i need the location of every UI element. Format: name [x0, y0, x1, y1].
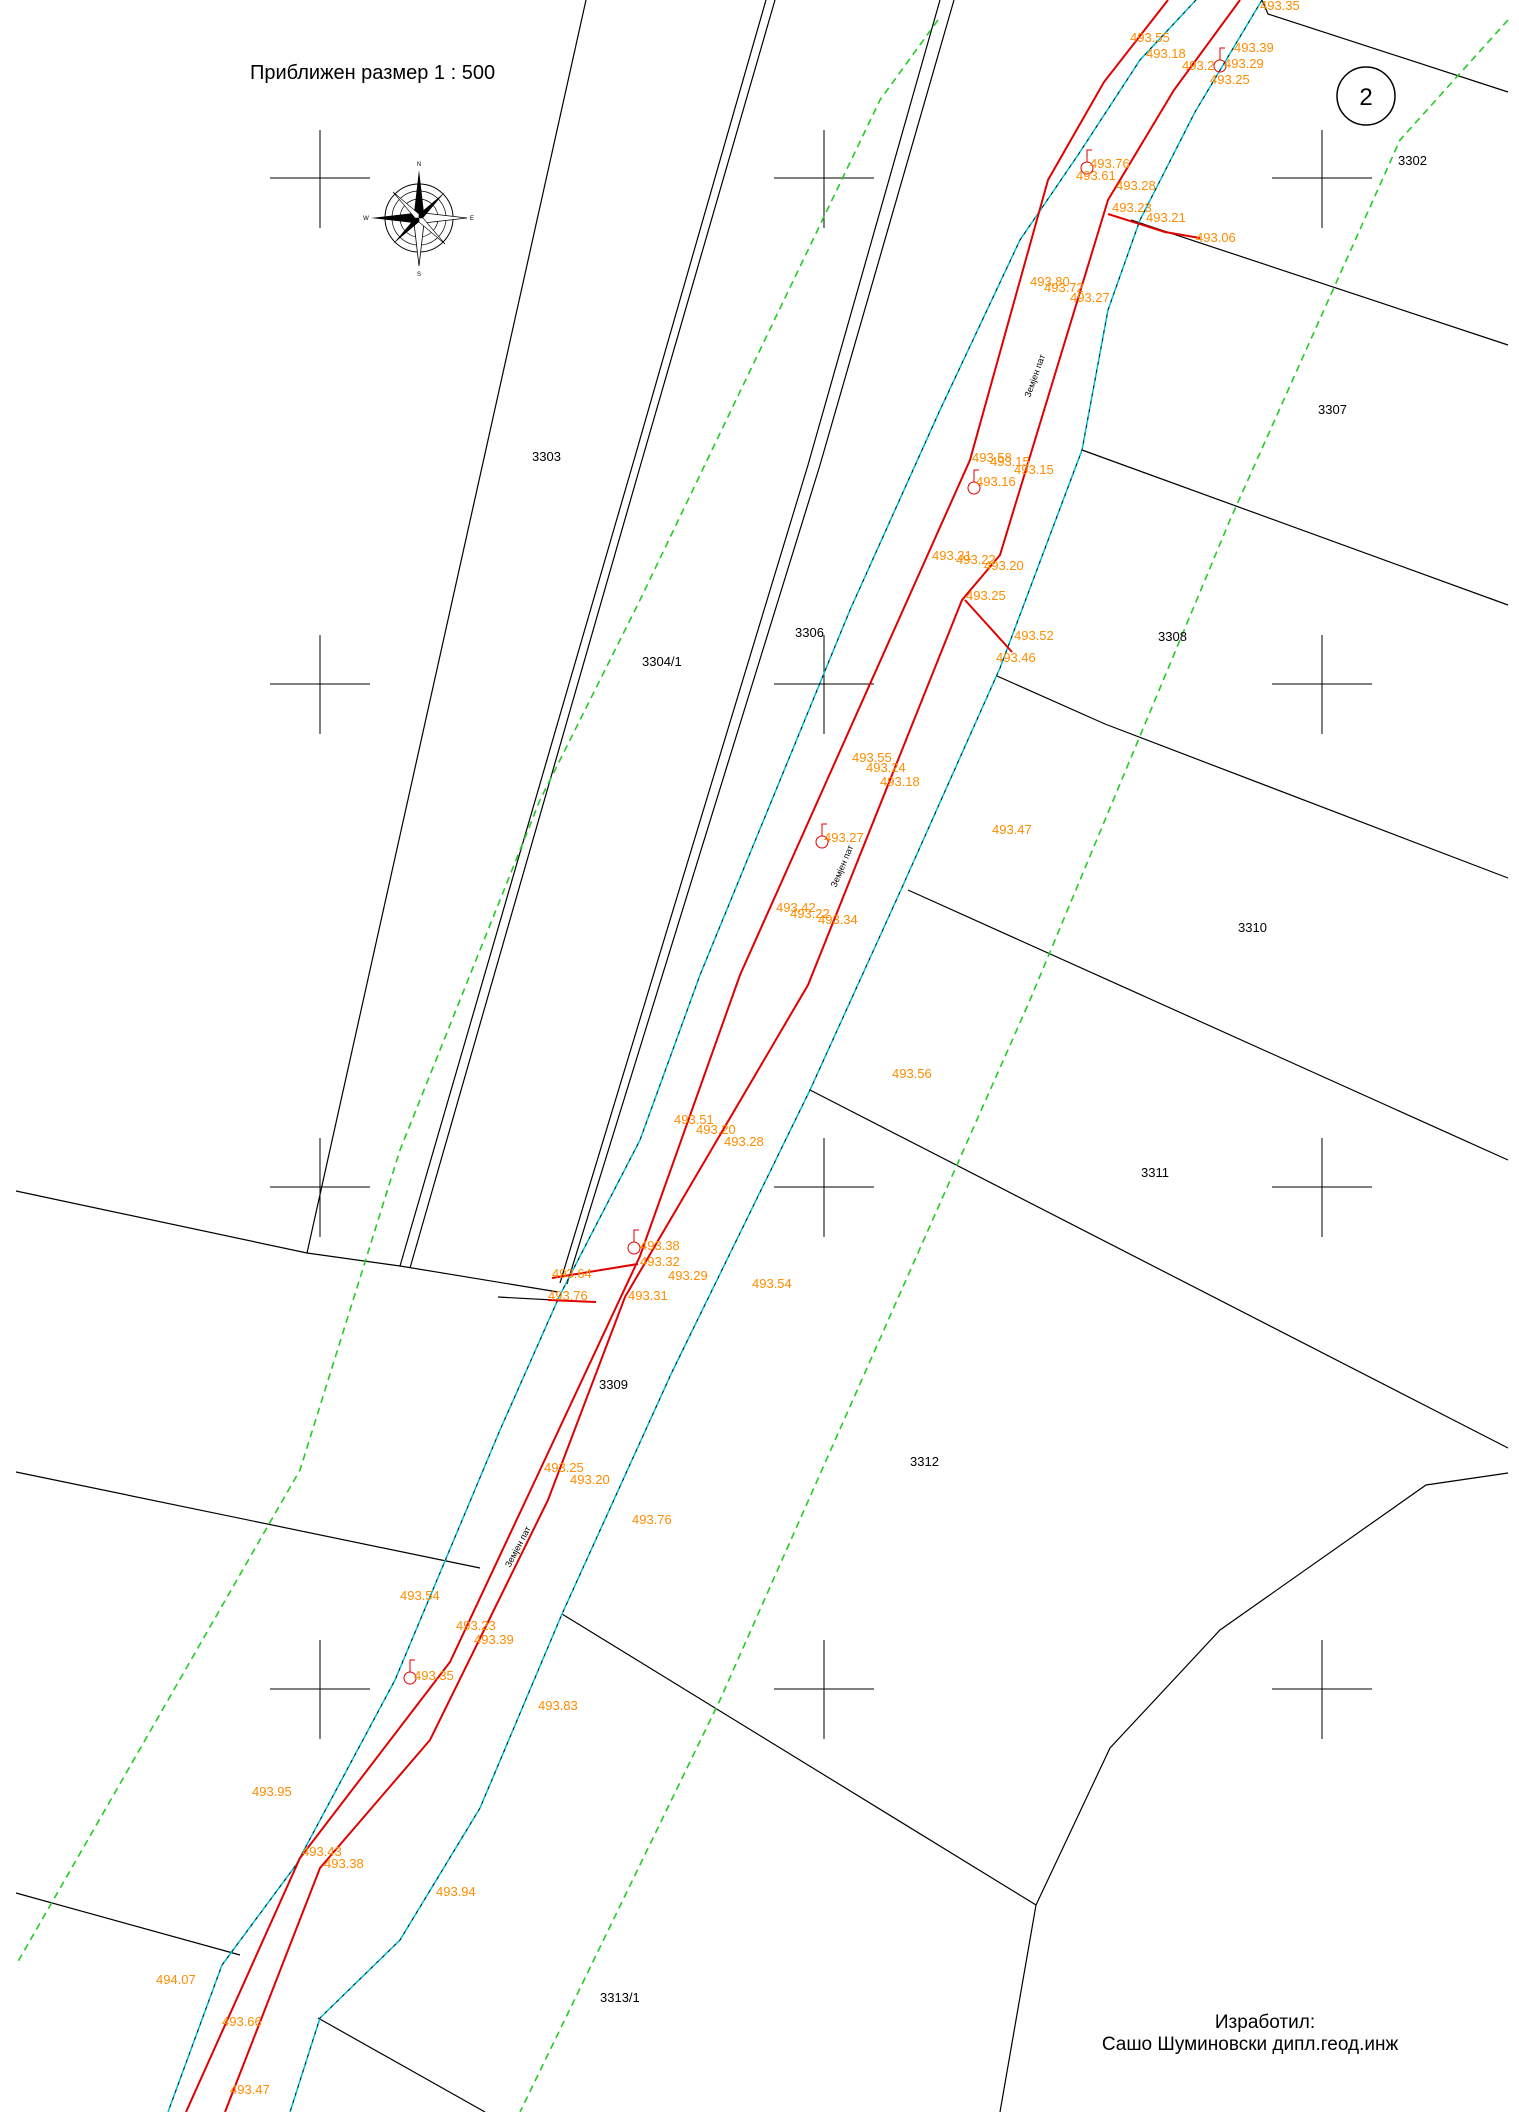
elevation-label: 493.95: [252, 1784, 292, 1799]
elevation-label: 493.66: [222, 2014, 262, 2029]
elevation-label: 493.20: [984, 558, 1024, 573]
parcel-number: 3306: [795, 625, 824, 640]
elevation-label: 493.20: [570, 1472, 610, 1487]
elevation-label: 493.35: [414, 1668, 454, 1683]
parcel-number: 3311: [1141, 1165, 1169, 1180]
elevation-label: 493.35: [1260, 0, 1300, 13]
made-by-label: Изработил:: [1215, 2012, 1315, 2033]
elevation-label: 493.43: [302, 1844, 342, 1859]
elevation-label: 493.80: [1030, 274, 1070, 289]
elevation-label: 493.31: [628, 1288, 668, 1303]
elevation-label: 493.25: [1210, 72, 1250, 87]
elevation-label: 493.27: [824, 830, 864, 845]
elevation-label: 493.28: [1116, 178, 1156, 193]
elevation-label: 493.18: [1146, 46, 1186, 61]
elevation-label: 493.83: [538, 1698, 578, 1713]
elevation-label: 493.22: [790, 906, 830, 921]
elevation-label: 493.58: [972, 450, 1012, 465]
sheet-number-badge: 2: [1336, 66, 1396, 126]
elevation-label: 493.47: [992, 822, 1032, 837]
road-label: Земјен пат: [1022, 353, 1047, 399]
elevation-label: 493.76: [1090, 156, 1130, 171]
elevation-label: 493.23: [456, 1618, 496, 1633]
elevation-label: 493.76: [632, 1512, 672, 1527]
dirt-road-edges: [185, 0, 1241, 2112]
parcel-number: 3310: [1238, 920, 1267, 935]
elevation-label: 493.47: [230, 2082, 270, 2097]
elevation-label: 493.22: [956, 552, 996, 567]
road-reserve-dashes: [167, 0, 1263, 2112]
road-reserve-boundaries: [167, 0, 1263, 2112]
elevation-label: 493.54: [752, 1276, 792, 1291]
elevation-label: 493.38: [324, 1856, 364, 1871]
elevation-label: 494.07: [156, 1972, 196, 1987]
elevation-label: 493.32: [640, 1254, 680, 1269]
elevation-label: 493.24: [866, 760, 906, 775]
elevation-label: 493.56: [892, 1066, 932, 1081]
parcel-numbers: 3302 3303 3304/1 3306 3307 3308 3309 331…: [532, 153, 1427, 2005]
elevation-label: 493.29: [668, 1268, 708, 1283]
parcel-number: 3313/1: [600, 1990, 640, 2005]
elevation-label: 493.72: [1044, 280, 1084, 295]
elevation-label: 493.25: [544, 1460, 584, 1475]
elevation-label: 493.39: [1234, 40, 1274, 55]
pole-symbols: [403, 47, 1227, 1685]
elevation-label: 493.29: [1224, 56, 1264, 71]
elevation-label: 493.46: [996, 650, 1036, 665]
parcel-number: 3309: [599, 1377, 628, 1392]
elevation-label: 493.18: [880, 774, 920, 789]
compass-w: W: [363, 216, 369, 222]
author-name: Сашо Шуминовски дипл.геод.инж: [1102, 2034, 1399, 2055]
parcel-number: 3302: [1398, 153, 1427, 168]
elevation-label: 493.31: [932, 548, 972, 563]
scale-label: Приближен размер 1 : 500: [250, 62, 495, 84]
elevation-label: 493.06: [1196, 230, 1236, 245]
elevation-label: 493.16: [976, 474, 1016, 489]
elevation-label: 493.76: [548, 1288, 588, 1303]
sheet-number: 2: [1359, 84, 1372, 111]
parcel-number: 3308: [1158, 629, 1187, 644]
elevation-label: 493.2: [1182, 58, 1215, 73]
elevation-label: 493.15: [990, 454, 1030, 469]
elevation-label: 493.64: [552, 1266, 592, 1281]
green-boundaries: [15, 19, 1509, 2112]
parcel-number: 3307: [1318, 402, 1347, 417]
elevation-label: 493.52: [1014, 628, 1054, 643]
elevation-label: 493.55: [1130, 30, 1170, 45]
parcel-number: 3304/1: [642, 654, 682, 669]
elevation-label: 493.55: [852, 750, 892, 765]
compass-n: N: [417, 162, 421, 168]
parcel-number: 3312: [910, 1454, 939, 1469]
elevation-label: 493.34: [818, 912, 858, 927]
elevation-label: 493.23: [1112, 200, 1152, 215]
elevation-label: 493.42: [776, 900, 816, 915]
elevation-label: 493.54: [400, 1588, 440, 1603]
grid-crosses: [270, 130, 1372, 1739]
elevation-label: 493.21: [1146, 210, 1186, 225]
compass-e: E: [470, 216, 474, 222]
elevation-label: 493.61: [1076, 168, 1116, 183]
compass-rose-icon: N S E W: [363, 162, 474, 278]
parcel-number: 3303: [532, 449, 561, 464]
elevation-label: 493.38: [640, 1238, 680, 1253]
road-label: Земјен пат: [829, 844, 856, 889]
elevation-label: 493.39: [474, 1632, 514, 1647]
elevation-labels: 493.35 493.55 493.18 493.39 493.29 493.2…: [156, 0, 1300, 2097]
parcel-boundaries: [15, 0, 1509, 2112]
elevation-label: 493.27: [1070, 290, 1110, 305]
elevation-label: 493.20: [696, 1122, 736, 1137]
compass-s: S: [417, 272, 421, 278]
elevation-label: 493.51: [674, 1112, 714, 1127]
elevation-label: 493.28: [724, 1134, 764, 1149]
elevation-label: 493.25: [966, 588, 1006, 603]
elevation-label: 493.94: [436, 1884, 476, 1899]
elevation-label: 493.15: [1014, 462, 1054, 477]
